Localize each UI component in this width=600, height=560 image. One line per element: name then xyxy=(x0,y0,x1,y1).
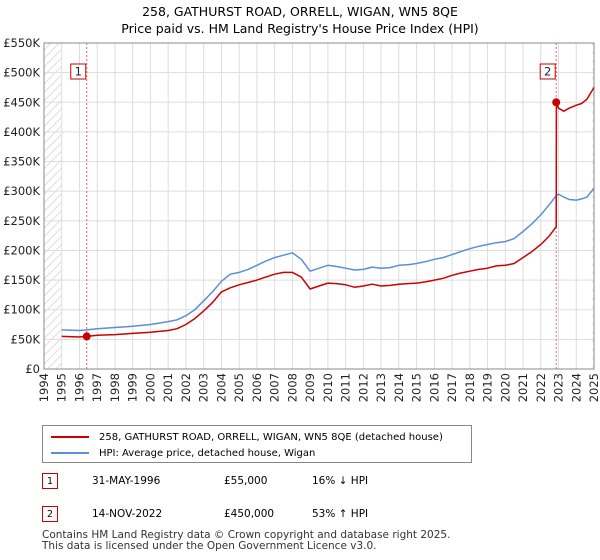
x-tick-label: 2000 xyxy=(143,373,157,402)
sale-price: £55,000 xyxy=(224,475,268,487)
sale-row: 2 14-NOV-2022 £450,000 53% ↑ HPI xyxy=(42,506,582,526)
footer-line-2: This data is licensed under the Open Gov… xyxy=(42,540,377,552)
title-line-2: Price paid vs. HM Land Registry's House … xyxy=(121,21,479,36)
x-tick-label: 2012 xyxy=(356,373,370,402)
x-tick-label: 2023 xyxy=(552,373,566,402)
y-tick-label: £0 xyxy=(25,362,40,376)
plot-frame xyxy=(43,42,595,370)
sale-row: 1 31-MAY-1996 £55,000 16% ↓ HPI xyxy=(42,473,582,493)
sale-annotation-box xyxy=(70,63,87,80)
y-tick-label: £500K xyxy=(3,66,40,80)
x-tick-label: 2007 xyxy=(268,373,282,402)
sale-hpi-diff: 16% ↓ HPI xyxy=(312,475,369,487)
x-tick-label: 2020 xyxy=(498,373,512,402)
series-line-property xyxy=(61,87,595,338)
sale-hpi-diff: 53% ↑ HPI xyxy=(312,508,369,520)
x-tick-label: 1996 xyxy=(72,373,86,402)
x-tick-label: 2025 xyxy=(587,373,600,402)
x-tick-label: 2018 xyxy=(463,373,477,402)
sale-annotation-label: 1 xyxy=(75,65,82,79)
x-tick-label: 2016 xyxy=(427,373,441,402)
y-tick-label: £250K xyxy=(3,214,40,228)
legend-item-property: 258, GATHURST ROAD, ORRELL, WIGAN, WN5 8… xyxy=(51,429,443,445)
x-tick-label: 1994 xyxy=(37,373,51,402)
x-tick-label: 2022 xyxy=(534,373,548,402)
legend-label-hpi: HPI: Average price, detached house, Wiga… xyxy=(99,447,316,459)
x-tick-label: 2021 xyxy=(516,373,530,402)
x-tick-label: 1999 xyxy=(126,373,140,402)
x-tick-label: 2004 xyxy=(214,373,228,402)
y-tick-label: £200K xyxy=(3,243,40,257)
legend: 258, GATHURST ROAD, ORRELL, WIGAN, WN5 8… xyxy=(42,425,472,463)
y-tick-label: £50K xyxy=(11,332,41,346)
sale-number-badge: 2 xyxy=(42,506,58,522)
x-tick-label: 2024 xyxy=(569,373,583,402)
x-tick-label: 2006 xyxy=(250,373,264,402)
x-tick-label: 2011 xyxy=(339,373,353,402)
y-tick-label: £150K xyxy=(3,273,40,287)
x-tick-label: 2019 xyxy=(481,373,495,402)
sale-point xyxy=(82,332,91,341)
x-tick-label: 1995 xyxy=(55,373,69,402)
sale-price: £450,000 xyxy=(224,508,275,520)
x-tick-label: 2002 xyxy=(179,373,193,402)
price-chart: £0 £50K £100K £150K £200K £250K £300K £350K £400… xyxy=(3,36,600,402)
y-tick-label: £100K xyxy=(3,303,40,317)
legend-swatch-property xyxy=(51,436,89,438)
series-line-hpi xyxy=(61,187,595,332)
legend-label-property: 258, GATHURST ROAD, ORRELL, WIGAN, WN5 8… xyxy=(99,431,443,443)
sale-point xyxy=(552,98,561,107)
x-tick-label: 2010 xyxy=(321,373,335,402)
x-tick-label: 2015 xyxy=(410,373,424,402)
sale-date: 14-NOV-2022 xyxy=(92,508,163,520)
x-tick-label: 2013 xyxy=(374,373,388,402)
x-tick-label: 2003 xyxy=(197,373,211,402)
footer: Contains HM Land Registry data © Crown c… xyxy=(42,530,450,552)
x-tick-label: 2005 xyxy=(232,373,246,402)
y-tick-label: £450K xyxy=(3,95,40,109)
sale-annotation-label: 2 xyxy=(544,65,551,79)
legend-item-hpi: HPI: Average price, detached house, Wiga… xyxy=(51,445,315,461)
y-tick-label: £300K xyxy=(3,184,40,198)
x-tick-label: 2009 xyxy=(303,373,317,402)
x-tick-label: 2001 xyxy=(161,373,175,402)
x-tick-label: 2017 xyxy=(445,373,459,402)
hatch-region-after xyxy=(592,43,594,369)
x-tick-label: 1998 xyxy=(108,373,122,402)
footer-line-1: Contains HM Land Registry data © Crown c… xyxy=(42,529,451,541)
x-tick-label: 1997 xyxy=(90,373,104,402)
sale-number-badge: 1 xyxy=(42,473,58,489)
y-tick-label: £550K xyxy=(3,36,40,50)
title-line-1: 258, GATHURST ROAD, ORRELL, WIGAN, WN5 8… xyxy=(142,4,458,19)
sale-annotation-box xyxy=(539,63,556,80)
x-tick-label: 2008 xyxy=(285,373,299,402)
x-tick-label: 2014 xyxy=(392,373,406,402)
hatch-region-before xyxy=(44,43,62,369)
y-tick-label: £350K xyxy=(3,155,40,169)
legend-swatch-hpi xyxy=(51,452,89,454)
sale-date: 31-MAY-1996 xyxy=(92,475,161,487)
y-tick-label: £400K xyxy=(3,125,40,139)
